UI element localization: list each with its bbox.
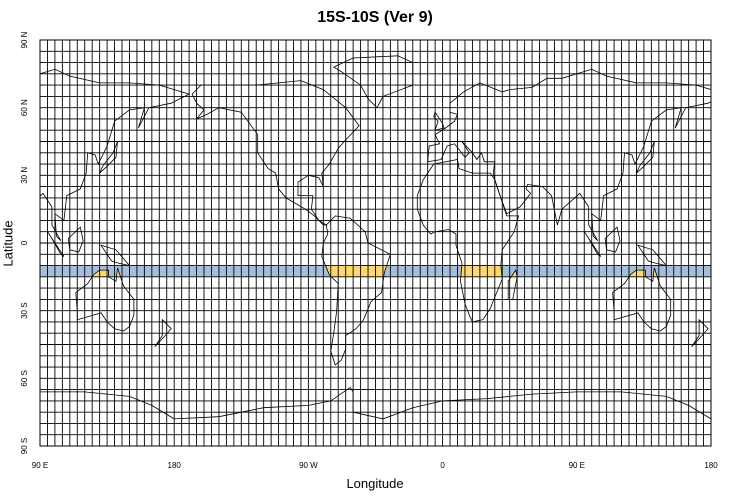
y-tick-label: 90 S <box>20 438 29 454</box>
coastline <box>40 391 175 420</box>
x-tick-label: 90 E <box>569 461 585 470</box>
coastline <box>321 215 391 366</box>
coastline <box>636 244 668 267</box>
coastline <box>67 226 84 253</box>
map-frame <box>39 39 712 447</box>
coastline <box>100 244 131 267</box>
coastline <box>583 231 602 257</box>
y-tick-label: 30 S <box>20 302 29 318</box>
coastline <box>604 226 621 253</box>
x-tick-label: 90 W <box>299 461 318 470</box>
coastline <box>433 111 445 131</box>
x-tick-label: 180 <box>168 461 182 470</box>
coastline <box>40 68 191 241</box>
x-axis-label: Longitude <box>346 476 404 491</box>
coastline <box>416 159 520 323</box>
map-title: 15S-10S (Ver 9) <box>317 9 433 26</box>
y-axis-label: Latitude <box>0 220 16 267</box>
x-tick-label: 180 <box>704 461 718 470</box>
y-tick-label: 60 N <box>20 99 29 116</box>
x-tick-label: 90 E <box>32 461 48 470</box>
coastlines <box>40 55 711 420</box>
coastline <box>427 68 711 241</box>
grid <box>39 39 712 447</box>
y-tick-label: 90 N <box>20 31 29 48</box>
band-land-fill <box>92 265 667 277</box>
y-tick-label: 0 <box>20 240 29 245</box>
y-tick-label: 60 S <box>20 370 29 386</box>
x-tick-label: 0 <box>440 461 445 470</box>
coastline <box>47 231 65 257</box>
y-tick-label: 30 N <box>20 167 29 184</box>
